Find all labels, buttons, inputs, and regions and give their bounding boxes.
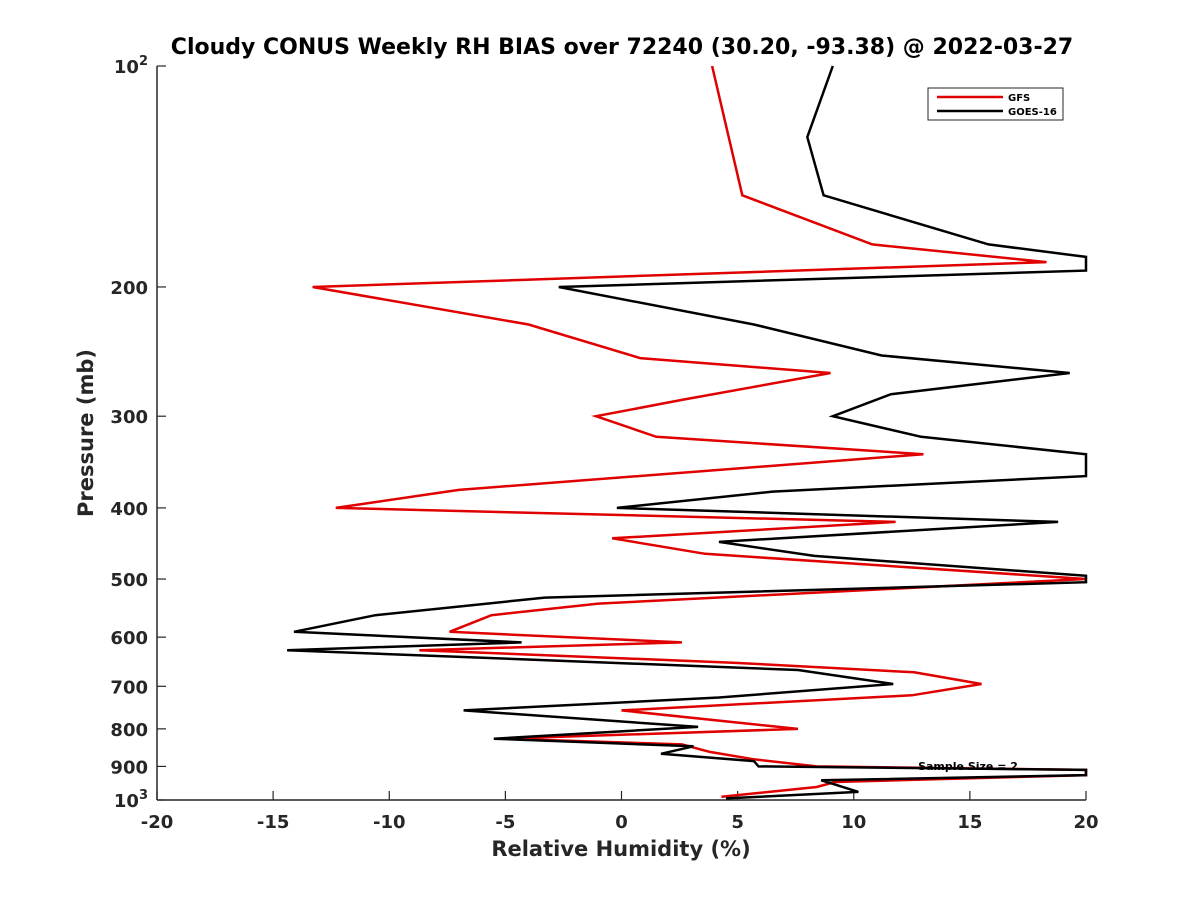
- legend-label-goes-16: GOES-16: [1008, 107, 1057, 118]
- x-tick-label: -20: [141, 812, 174, 833]
- x-tick-label: -5: [495, 812, 515, 833]
- x-tick-label: -15: [257, 812, 290, 833]
- y-tick-label: 600: [110, 628, 148, 649]
- x-axis-label: Relative Humidity (%): [491, 837, 750, 861]
- y-tick-label: 700: [110, 677, 148, 698]
- x-tick-label: 15: [957, 812, 982, 833]
- y-tick-label: 103: [114, 788, 148, 812]
- y-tick-label: 102: [114, 54, 148, 78]
- x-tick-label: 0: [615, 812, 628, 833]
- series-line-gfs: [312, 65, 1088, 799]
- legend-label-gfs: GFS: [1008, 93, 1030, 104]
- y-tick-label: 500: [110, 570, 148, 591]
- y-tick-label: 900: [110, 757, 148, 778]
- x-tick-label: -10: [373, 812, 406, 833]
- y-tick-label: 200: [110, 278, 148, 299]
- chart-title: Cloudy CONUS Weekly RH BIAS over 72240 (…: [171, 35, 1073, 60]
- legend: GFS GOES-16: [927, 87, 1064, 121]
- x-tick-label: 5: [731, 812, 744, 833]
- y-tick-label: 300: [110, 407, 148, 428]
- x-tick-label: 10: [841, 812, 866, 833]
- series-lines: [287, 65, 1088, 800]
- x-tick-label: 20: [1073, 812, 1098, 833]
- legend-box: [927, 87, 1064, 121]
- series-line-goes-16: [287, 65, 1088, 800]
- y-axis-ticks: 102 200 300 400 500 600 700 800 900 103: [110, 54, 166, 812]
- x-axis-ticks: -20 -15 -10 -5 0 5 10 15 20: [141, 791, 1099, 833]
- y-axis-label: Pressure (mb): [74, 349, 98, 517]
- y-tick-label: 800: [110, 720, 148, 741]
- sample-size-annotation: Sample Size = 2: [918, 760, 1018, 773]
- y-tick-label: 400: [110, 499, 148, 520]
